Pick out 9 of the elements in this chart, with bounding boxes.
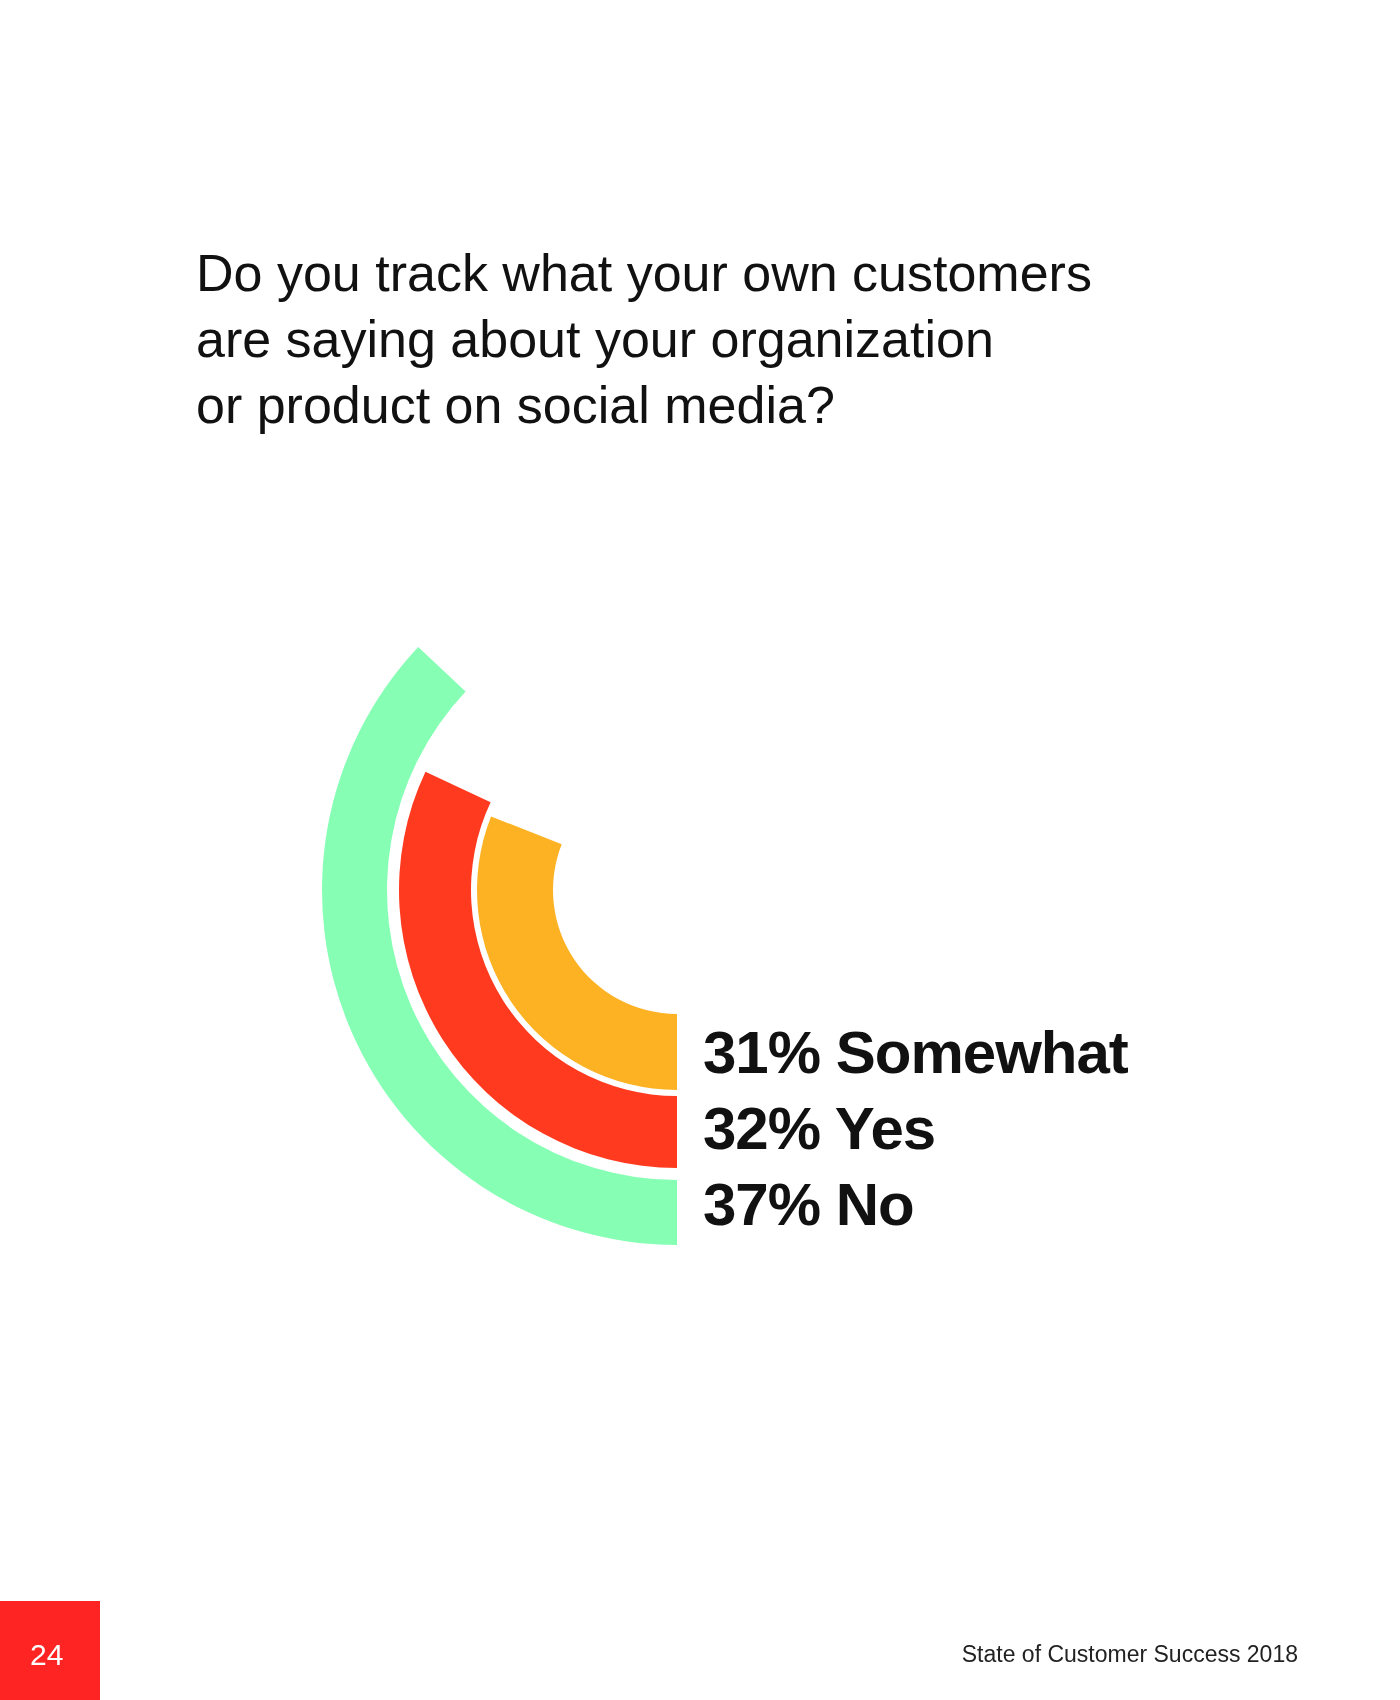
category-label: Somewhat <box>835 1019 1128 1086</box>
data-label: 37% <box>703 1171 821 1238</box>
category-label: No <box>835 1171 914 1238</box>
data-label: 31% <box>703 1019 821 1086</box>
data-label: 32% <box>703 1095 821 1162</box>
category-label: Yes <box>834 1095 936 1162</box>
text: 24 <box>30 1638 64 1671</box>
text: Do you track what your own customers are saying about your organization or product on social media? <box>196 244 1092 434</box>
text: State of Customer Success 2018 <box>961 1641 1298 1667</box>
